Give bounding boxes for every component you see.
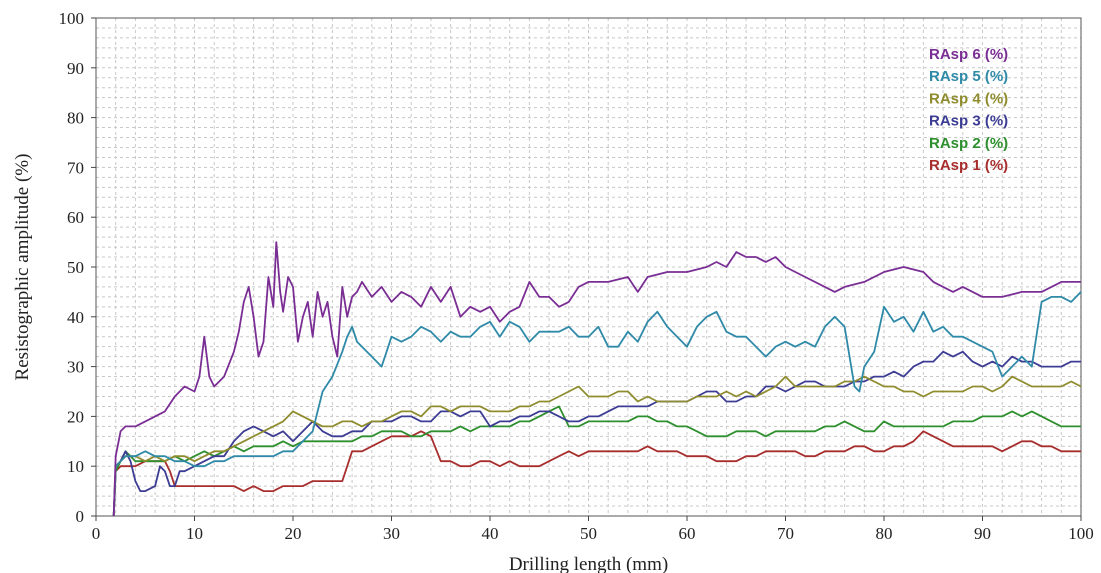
x-tick-label: 10 — [186, 524, 203, 543]
y-tick-label: 40 — [67, 308, 84, 327]
series-line — [112, 430, 1081, 517]
series-line — [112, 291, 1082, 517]
series-line — [112, 405, 1081, 517]
y-tick-label: 80 — [67, 109, 84, 128]
legend-entry: RAsp 3 (%) — [929, 113, 1008, 130]
x-tick-label: 90 — [974, 524, 991, 543]
series-line — [112, 375, 1082, 517]
x-tick-label: 70 — [777, 524, 794, 543]
y-tick-label: 90 — [67, 59, 84, 78]
series-line — [112, 241, 1081, 517]
legend-entry: RAsp 6 (%) — [929, 46, 1008, 63]
y-tick-label: 30 — [67, 358, 84, 377]
x-tick-label: 60 — [679, 524, 696, 543]
legend-entry: RAsp 1 (%) — [929, 157, 1008, 174]
y-axis-ticks: 0 10 20 30 40 50 60 70 80 90 100 — [59, 9, 96, 526]
y-tick-label: 0 — [76, 507, 85, 526]
x-tick-label: 20 — [285, 524, 302, 543]
y-axis-title: Resistographic amplitude (%) — [12, 154, 33, 381]
series-line — [112, 350, 1081, 517]
x-axis-ticks: 0 10 20 30 40 50 60 70 80 90 100 — [92, 516, 1094, 543]
x-tick-label: 50 — [580, 524, 597, 543]
y-tick-label: 10 — [67, 457, 84, 476]
y-tick-label: 20 — [67, 407, 84, 426]
y-tick-label: 70 — [67, 158, 84, 177]
y-tick-label: 60 — [67, 208, 84, 227]
x-tick-label: 40 — [482, 524, 499, 543]
x-axis-title: Drilling length (mm) — [509, 554, 668, 573]
x-tick-label: 100 — [1068, 524, 1094, 543]
legend-entry: RAsp 5 (%) — [929, 68, 1008, 85]
legend: RAsp 6 (%) RAsp 5 (%) RAsp 4 (%) RAsp 3 (%)… — [929, 46, 1008, 174]
series-lines — [112, 241, 1082, 517]
x-tick-label: 30 — [383, 524, 400, 543]
x-tick-label: 0 — [92, 524, 101, 543]
legend-entry: RAsp 2 (%) — [929, 135, 1008, 152]
legend-entry: RAsp 4 (%) — [929, 90, 1008, 107]
x-tick-label: 80 — [876, 524, 893, 543]
y-tick-label: 50 — [67, 258, 84, 277]
y-tick-label: 100 — [59, 9, 85, 28]
